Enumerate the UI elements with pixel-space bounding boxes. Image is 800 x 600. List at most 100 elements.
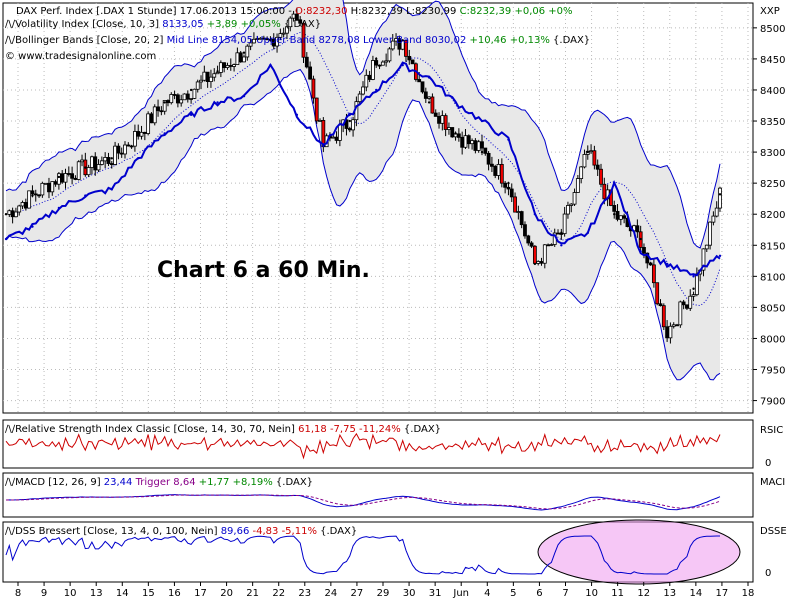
candle-body bbox=[463, 135, 468, 148]
candle-body bbox=[17, 205, 22, 213]
candle-body bbox=[30, 190, 35, 195]
volatility-point bbox=[216, 101, 219, 104]
x-tick-label: 5 bbox=[510, 588, 516, 599]
candle-body bbox=[195, 81, 200, 90]
candle-body bbox=[364, 74, 369, 88]
candle-body bbox=[599, 168, 603, 185]
candle-body bbox=[407, 55, 412, 61]
candle-body bbox=[40, 182, 45, 196]
x-tick-label: 17 bbox=[194, 588, 207, 599]
candle-body bbox=[314, 97, 319, 122]
candle-body bbox=[123, 144, 127, 155]
volatility-point bbox=[110, 188, 113, 191]
price-point bbox=[507, 181, 510, 185]
volatility-point bbox=[322, 144, 325, 148]
candle-body bbox=[466, 135, 471, 145]
x-tick-label: 15 bbox=[142, 588, 155, 599]
candle-body bbox=[20, 202, 25, 207]
candle-body bbox=[228, 65, 233, 67]
candle-body bbox=[711, 215, 716, 223]
x-tick-label: 11 bbox=[611, 588, 624, 599]
candle-body bbox=[678, 301, 683, 326]
candle-body bbox=[70, 173, 75, 179]
candle-body bbox=[50, 181, 55, 193]
x-tick-label: 9 bbox=[41, 588, 47, 599]
candle-body bbox=[490, 163, 494, 167]
candle-body bbox=[589, 150, 593, 153]
candle-body bbox=[73, 177, 78, 180]
volatility-point bbox=[427, 76, 431, 79]
candle-body bbox=[536, 261, 541, 264]
price-point bbox=[613, 213, 616, 216]
candle-body bbox=[308, 66, 313, 80]
candle-body bbox=[169, 94, 174, 104]
volatility-point bbox=[560, 244, 563, 247]
candle-body bbox=[546, 244, 551, 247]
candle-body bbox=[93, 156, 98, 171]
candle-body bbox=[668, 325, 673, 339]
x-axis: 8 9 10 13 14 15 16 17 20 21 22 23 24 27 29 30 31 Jun 4 5 6 7 1… bbox=[15, 582, 754, 599]
rsi-tick-zero: 0 bbox=[765, 458, 771, 469]
candle-body bbox=[556, 232, 560, 235]
candle-body bbox=[516, 211, 521, 213]
candle-body bbox=[655, 282, 660, 305]
candle-body bbox=[661, 305, 666, 328]
candle-body bbox=[460, 136, 465, 148]
candle-body bbox=[248, 42, 253, 47]
candle-body bbox=[133, 131, 137, 147]
candle-body bbox=[437, 116, 441, 124]
candle-body bbox=[648, 262, 653, 266]
y-tick-label: 8350 bbox=[760, 117, 785, 128]
candle-body bbox=[215, 72, 220, 75]
volatility-point bbox=[507, 138, 510, 141]
y-tick-label: 8400 bbox=[760, 86, 785, 97]
candle-body bbox=[56, 173, 61, 185]
volatility-point bbox=[613, 181, 616, 185]
x-tick-label: 30 bbox=[403, 588, 416, 599]
candle-body bbox=[47, 182, 51, 193]
candle-body bbox=[566, 205, 570, 215]
candle-body bbox=[209, 76, 213, 82]
candle-body bbox=[685, 304, 689, 309]
candle-body bbox=[301, 22, 306, 58]
x-tick-label: 10 bbox=[64, 588, 77, 599]
candle-body bbox=[113, 145, 117, 165]
candle-body bbox=[238, 52, 243, 63]
x-tick-label: 13 bbox=[663, 588, 676, 599]
candle-body bbox=[156, 106, 160, 112]
candle-body bbox=[562, 213, 567, 235]
candle-body bbox=[718, 187, 722, 209]
x-tick-label: 24 bbox=[324, 588, 337, 599]
rsi-line bbox=[5, 432, 721, 460]
candle-body bbox=[152, 106, 157, 124]
candle-body bbox=[139, 131, 144, 137]
candle-body bbox=[225, 65, 230, 68]
candle-body bbox=[615, 210, 620, 220]
candle-body bbox=[579, 166, 584, 179]
volatility-line-label: ∕\∕Volatility Index [Close, 10, 3] 8133,… bbox=[5, 19, 321, 30]
price-point bbox=[163, 101, 166, 104]
candle-body bbox=[318, 120, 322, 122]
price-point bbox=[84, 166, 87, 169]
price-point bbox=[560, 231, 563, 235]
volatility-point bbox=[163, 132, 166, 135]
x-tick-label: 14 bbox=[116, 588, 129, 599]
candle-body bbox=[642, 247, 646, 254]
candle-body bbox=[575, 178, 580, 193]
candle-body bbox=[172, 94, 177, 96]
candle-body bbox=[162, 100, 167, 112]
price-point bbox=[110, 157, 113, 160]
candle-body bbox=[499, 164, 504, 184]
candle-body bbox=[493, 165, 498, 176]
candle-body bbox=[447, 127, 451, 130]
candle-body bbox=[519, 211, 524, 226]
candle-body bbox=[222, 62, 227, 68]
macd-panel bbox=[2, 472, 754, 518]
candle-body bbox=[334, 136, 339, 141]
volatility-point bbox=[348, 113, 351, 117]
candle-body bbox=[526, 235, 531, 244]
y-tick-label: 8450 bbox=[760, 55, 785, 66]
candle-body bbox=[602, 183, 607, 200]
volatility-point bbox=[57, 206, 61, 210]
